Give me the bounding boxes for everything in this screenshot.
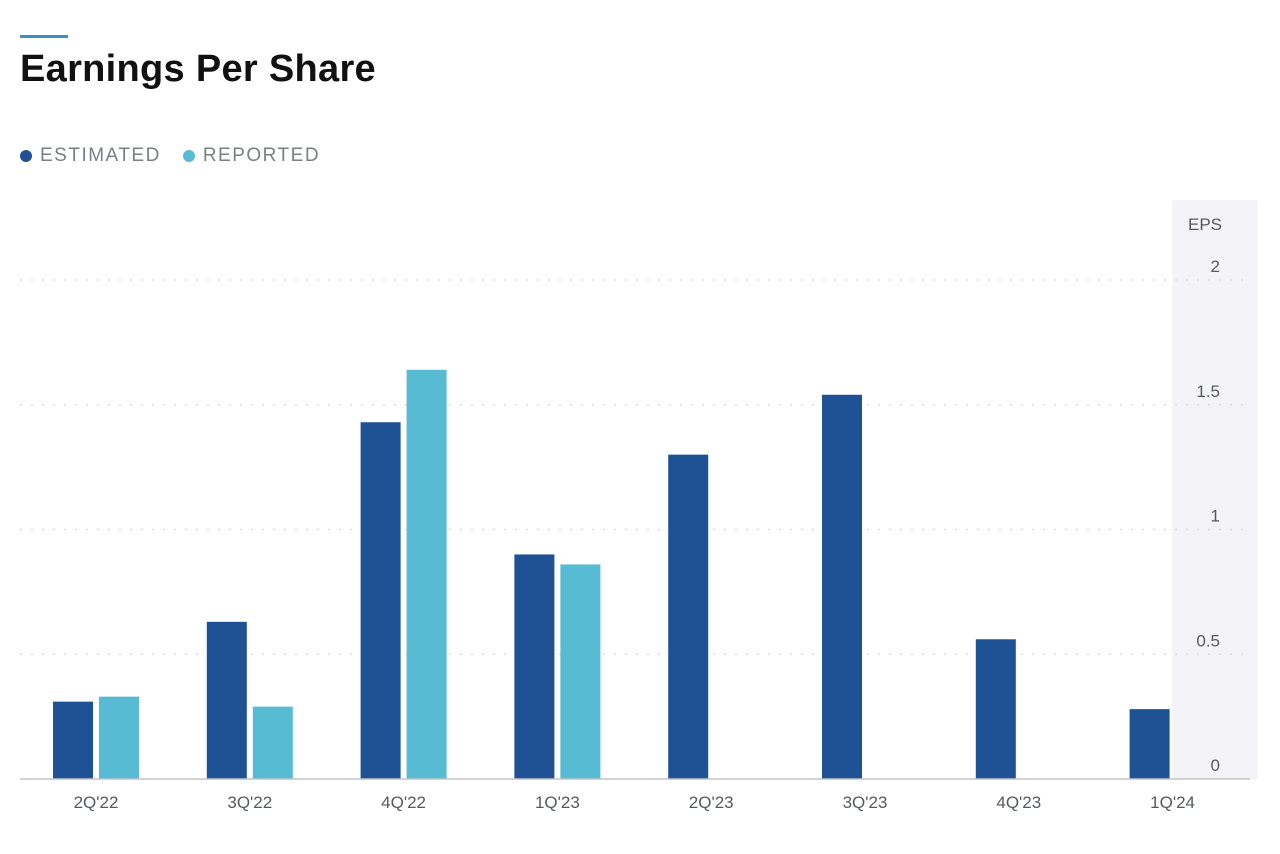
y-tick-label: 0.5 (1196, 631, 1220, 650)
bar-estimated[interactable] (360, 422, 401, 779)
legend-item-reported[interactable]: REPORTED (182, 145, 321, 167)
legend-label-reported: REPORTED (202, 145, 321, 166)
y-axis-label: EPS (1188, 215, 1222, 234)
y-tick-label: 0 (1211, 756, 1220, 775)
x-tick-label: 2Q'22 (74, 793, 119, 812)
x-tick-label: 3Q'23 (843, 793, 888, 812)
bar-estimated[interactable] (1129, 709, 1170, 779)
y-axis-panel (1172, 200, 1258, 779)
chart-legend: ESTIMATED REPORTED (20, 145, 320, 167)
y-tick-label: 1 (1211, 507, 1220, 526)
bar-reported[interactable] (252, 706, 293, 779)
x-tick-label: 2Q'23 (689, 793, 734, 812)
bar-reported[interactable] (560, 564, 601, 779)
bar-estimated[interactable] (514, 554, 555, 779)
page-title: Earnings Per Share (20, 48, 376, 90)
legend-item-estimated[interactable]: ESTIMATED (20, 145, 161, 167)
bar-estimated[interactable] (975, 639, 1016, 779)
title-accent-line (20, 35, 68, 38)
bar-estimated[interactable] (206, 621, 247, 779)
y-tick-label: 1.5 (1196, 382, 1220, 401)
bar-reported[interactable] (406, 369, 447, 779)
bar-reported[interactable] (99, 696, 139, 779)
x-tick-label: 4Q'23 (996, 793, 1041, 812)
legend-label-estimated: ESTIMATED (40, 145, 161, 166)
x-tick-label: 4Q'22 (381, 793, 426, 812)
legend-dot-reported (182, 150, 195, 162)
x-tick-label: 1Q'23 (535, 793, 580, 812)
x-tick-label: 3Q'22 (227, 793, 272, 812)
bar-estimated[interactable] (822, 394, 862, 779)
legend-dot-estimated (20, 150, 32, 162)
x-tick-label: 1Q'24 (1150, 793, 1195, 812)
y-tick-label: 2 (1211, 257, 1220, 276)
bar-estimated[interactable] (53, 701, 93, 779)
bar-estimated[interactable] (668, 454, 709, 779)
